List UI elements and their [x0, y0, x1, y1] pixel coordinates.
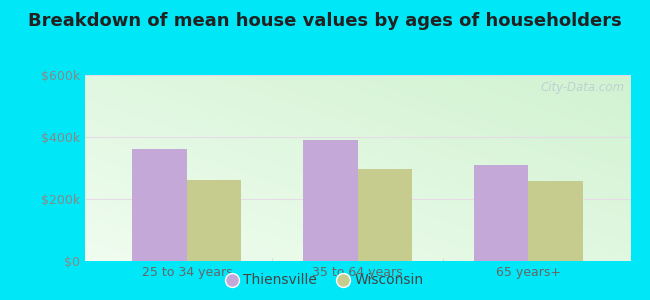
- Bar: [358, 169, 412, 261]
- Text: City-Data.com: City-Data.com: [541, 81, 625, 94]
- Bar: [133, 149, 187, 261]
- Bar: [303, 140, 358, 261]
- Text: Breakdown of mean house values by ages of householders: Breakdown of mean house values by ages o…: [28, 12, 622, 30]
- Bar: [528, 181, 583, 261]
- Bar: [473, 165, 528, 261]
- Bar: [187, 180, 242, 261]
- Legend: Thiensville, Wisconsin: Thiensville, Wisconsin: [221, 268, 429, 293]
